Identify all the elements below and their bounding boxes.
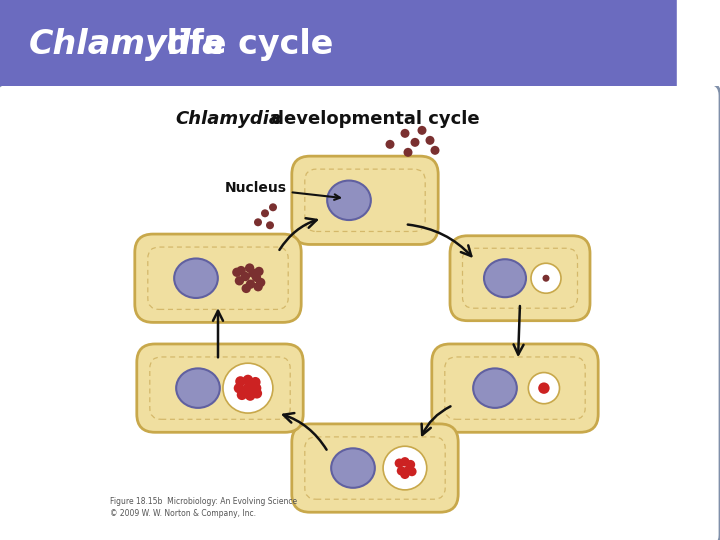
Circle shape (542, 275, 549, 282)
Circle shape (246, 280, 255, 289)
Circle shape (253, 282, 263, 292)
Ellipse shape (327, 180, 371, 220)
Circle shape (245, 390, 256, 401)
Circle shape (236, 266, 246, 275)
Circle shape (254, 218, 262, 226)
Circle shape (252, 273, 261, 282)
Circle shape (243, 383, 253, 393)
Circle shape (248, 268, 258, 278)
Ellipse shape (176, 368, 220, 408)
Circle shape (252, 388, 262, 399)
Circle shape (261, 210, 269, 217)
FancyBboxPatch shape (137, 344, 303, 433)
FancyBboxPatch shape (135, 234, 301, 322)
FancyBboxPatch shape (432, 344, 598, 433)
FancyBboxPatch shape (0, 0, 677, 117)
Circle shape (538, 382, 549, 394)
Ellipse shape (484, 259, 526, 297)
Circle shape (241, 284, 251, 293)
Circle shape (256, 278, 266, 287)
Text: Chlamydia: Chlamydia (175, 110, 281, 129)
Circle shape (240, 272, 250, 281)
Circle shape (431, 146, 439, 155)
Circle shape (397, 466, 406, 476)
Circle shape (400, 470, 410, 479)
FancyBboxPatch shape (292, 424, 458, 512)
Text: Chlamydia: Chlamydia (29, 29, 225, 62)
Text: developmental cycle: developmental cycle (265, 110, 480, 129)
Circle shape (406, 460, 415, 469)
Circle shape (410, 138, 420, 147)
Ellipse shape (174, 259, 218, 298)
Circle shape (418, 126, 426, 135)
Circle shape (234, 383, 244, 393)
Circle shape (237, 390, 247, 400)
FancyBboxPatch shape (292, 156, 438, 245)
Circle shape (232, 268, 241, 277)
Circle shape (528, 373, 559, 404)
Circle shape (383, 446, 427, 490)
Circle shape (426, 136, 434, 145)
FancyBboxPatch shape (0, 83, 720, 540)
Ellipse shape (473, 368, 517, 408)
Circle shape (403, 148, 413, 157)
Circle shape (385, 140, 395, 149)
Circle shape (251, 377, 261, 387)
Circle shape (266, 221, 274, 229)
Text: Figure 18.15b  Microbiology: An Evolving Science
© 2009 W. W. Norton & Company, : Figure 18.15b Microbiology: An Evolving … (110, 496, 297, 518)
Circle shape (254, 267, 264, 276)
Circle shape (400, 129, 410, 138)
Circle shape (235, 376, 246, 387)
Text: life cycle: life cycle (155, 29, 333, 62)
Circle shape (395, 458, 404, 468)
Circle shape (251, 383, 261, 393)
Circle shape (404, 465, 413, 475)
Circle shape (400, 457, 410, 467)
Circle shape (531, 263, 561, 293)
Circle shape (245, 264, 254, 273)
Circle shape (408, 467, 417, 476)
Text: Nucleus: Nucleus (225, 181, 340, 200)
Circle shape (235, 276, 244, 286)
Circle shape (243, 375, 253, 385)
Circle shape (269, 203, 277, 211)
Circle shape (223, 363, 273, 413)
Ellipse shape (331, 448, 375, 488)
FancyBboxPatch shape (450, 236, 590, 321)
